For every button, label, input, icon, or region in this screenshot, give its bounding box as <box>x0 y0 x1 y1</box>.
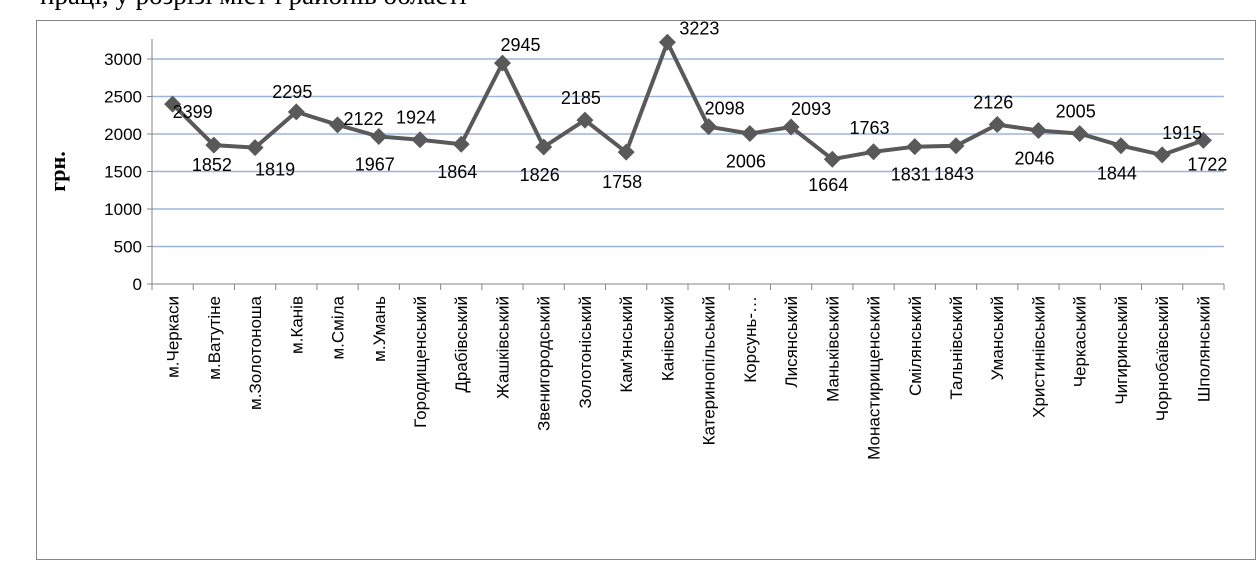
data-label: 2098 <box>705 99 745 119</box>
data-label: 1831 <box>891 165 931 185</box>
line-chart: 0 500 1000 1500 2000 2500 3000 грн. 2399 1852 1819… <box>45 21 1227 460</box>
data-point-marker <box>988 116 1006 134</box>
data-label: 2122 <box>344 109 384 129</box>
y-tick-label: 500 <box>114 238 142 257</box>
data-label: 1819 <box>255 160 295 180</box>
data-label: 2185 <box>561 88 601 108</box>
category-label: м.Золотоноша <box>246 295 265 409</box>
data-label: 1864 <box>437 162 477 182</box>
category-label: Чорнобаївський <box>1153 296 1172 421</box>
data-point-marker <box>823 150 841 168</box>
category-label: Корсунь-… <box>741 296 760 383</box>
category-label: Чигиринський <box>1112 296 1131 405</box>
category-label: Городищенський <box>411 296 430 428</box>
category-label: м.Умань <box>370 296 389 362</box>
data-point-marker <box>1029 122 1047 140</box>
data-point-marker <box>164 95 182 113</box>
series-line <box>171 40 1205 162</box>
data-label: 2295 <box>272 82 312 102</box>
data-label: 1758 <box>602 172 642 192</box>
data-point-marker <box>329 116 347 134</box>
data-point-marker <box>535 138 553 156</box>
category-label: Черкаський <box>1071 296 1090 387</box>
data-label: 2093 <box>791 99 831 119</box>
data-label: 3223 <box>679 21 719 38</box>
data-point-marker <box>658 33 676 51</box>
data-point-marker <box>1153 146 1171 164</box>
data-point-marker <box>246 139 264 157</box>
data-point-marker <box>741 125 759 143</box>
data-label: 1852 <box>192 155 232 175</box>
data-label: 2006 <box>726 152 766 172</box>
data-label: 1763 <box>850 118 890 138</box>
data-point-marker <box>493 54 511 72</box>
y-tick-label: 0 <box>133 275 142 294</box>
data-point-marker <box>452 135 470 153</box>
data-label: 1664 <box>808 175 848 195</box>
data-point-marker <box>1071 125 1089 143</box>
category-label: Лисянський <box>782 296 801 388</box>
y-tick-label: 1500 <box>104 163 142 182</box>
data-point-marker <box>782 118 800 136</box>
category-label: Канівський <box>658 296 677 381</box>
category-label: Тальнівський <box>947 296 966 400</box>
data-point-marker <box>370 127 388 145</box>
chart-area: 0 500 1000 1500 2000 2500 3000 грн. 2399 1852 1819… <box>36 20 1256 560</box>
data-point-marker <box>1112 137 1130 155</box>
data-label: 1967 <box>355 154 395 174</box>
category-label: м.Черкаси <box>164 296 183 378</box>
data-point-marker <box>205 136 223 154</box>
y-tick-label: 1000 <box>104 200 142 219</box>
category-label: Уманський <box>988 296 1007 380</box>
data-label: 1843 <box>934 164 974 184</box>
category-label: м.Сміла <box>329 295 348 359</box>
data-label: 1915 <box>1162 123 1202 143</box>
data-point-marker <box>1194 131 1212 149</box>
data-point-marker <box>865 143 883 161</box>
data-point-marker <box>287 103 305 121</box>
y-tick-label: 2500 <box>104 88 142 107</box>
category-label: м.Канів <box>287 296 306 354</box>
category-label: Маньківський <box>823 296 842 402</box>
category-label: Смілянський <box>906 296 925 396</box>
data-label: 1844 <box>1097 164 1137 184</box>
category-label: Кам'янський <box>617 296 636 393</box>
category-label: Шполянський <box>1194 296 1213 402</box>
data-point-marker <box>617 143 635 161</box>
y-axis-title: грн. <box>45 151 70 191</box>
data-label: 1722 <box>1187 154 1227 174</box>
category-label: Золотоніський <box>576 296 595 409</box>
category-label: Жашківський <box>493 296 512 399</box>
data-point-marker <box>947 137 965 155</box>
data-label: 2126 <box>973 93 1013 113</box>
header-text: праці, у розрізі міст і районів області <box>40 0 467 11</box>
data-point-marker <box>700 118 718 136</box>
category-label: Звенигородський <box>535 296 554 431</box>
data-point-marker <box>411 131 429 149</box>
y-tick-label: 2000 <box>104 125 142 144</box>
y-tick-label: 3000 <box>104 50 142 69</box>
data-label: 2046 <box>1014 149 1054 169</box>
data-label: 2005 <box>1056 102 1096 122</box>
data-label: 1826 <box>520 165 560 185</box>
category-label: м.Ватутіне <box>205 296 224 380</box>
data-point-marker <box>906 138 924 156</box>
data-point-marker <box>576 111 594 129</box>
category-label: Монастирищенський <box>865 296 884 460</box>
category-label: Драбівський <box>452 296 471 393</box>
category-label: Христинівський <box>1029 296 1048 418</box>
data-label: 1924 <box>396 108 436 128</box>
data-label: 2399 <box>173 102 213 122</box>
data-label: 2945 <box>500 35 540 55</box>
category-label: Катеринопільський <box>700 296 719 445</box>
